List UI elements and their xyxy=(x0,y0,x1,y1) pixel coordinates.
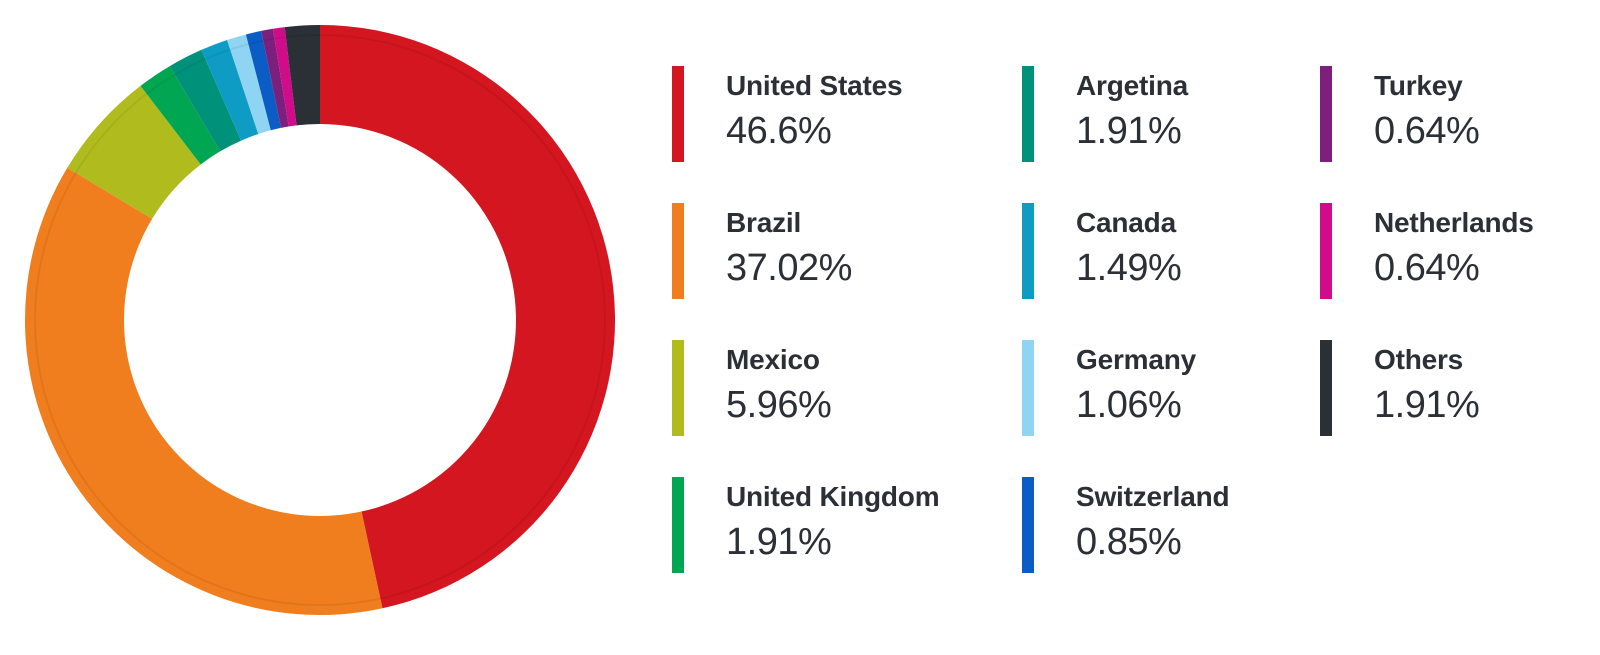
legend-label: Germany xyxy=(1076,344,1196,375)
donut-slice-others xyxy=(284,25,320,126)
legend-label: Switzerland xyxy=(1076,481,1230,512)
legend-swatch xyxy=(1320,66,1332,162)
legend-value: 5.96% xyxy=(726,384,832,426)
donut-slice-netherlands xyxy=(272,27,297,127)
donut-slice-united-kingdom xyxy=(140,66,221,165)
donut-slice-turkey xyxy=(261,28,289,128)
legend-item-mexico: Mexico 5.96% xyxy=(672,340,992,436)
legend-item-brazil: Brazil 37.02% xyxy=(672,203,992,299)
donut-slice-united-states xyxy=(320,25,615,609)
legend-label: Brazil xyxy=(726,207,802,238)
donut-slice-germany xyxy=(227,34,271,134)
legend-item-turkey: Turkey 0.64% xyxy=(1320,66,1600,162)
legend-value: 1.49% xyxy=(1076,247,1182,289)
donut-slice-brazil xyxy=(25,167,383,615)
legend-item-united-states: United States 46.6% xyxy=(672,66,992,162)
legend-value: 1.06% xyxy=(1076,384,1182,426)
legend-item-others: Others 1.91% xyxy=(1320,340,1600,436)
legend-swatch xyxy=(672,66,684,162)
donut-rim-highlight xyxy=(34,34,606,606)
legend-label: Mexico xyxy=(726,344,820,375)
legend-label: Argetina xyxy=(1076,70,1188,101)
legend-value: 1.91% xyxy=(726,521,832,563)
legend-swatch xyxy=(1022,477,1034,573)
legend-swatch xyxy=(672,340,684,436)
legend-label: Netherlands xyxy=(1374,207,1534,238)
legend-label: Others xyxy=(1374,344,1464,375)
legend-label: Turkey xyxy=(1374,70,1463,101)
legend-swatch xyxy=(672,477,684,573)
legend-swatch xyxy=(1320,340,1332,436)
donut-slice-argetina xyxy=(169,49,242,152)
legend-value: 0.64% xyxy=(1374,110,1480,152)
legend-item-netherlands: Netherlands 0.64% xyxy=(1320,203,1600,299)
legend-value: 1.91% xyxy=(1374,384,1480,426)
legend-value: 1.91% xyxy=(1076,110,1182,152)
legend-item-united-kingdom: United Kingdom 1.91% xyxy=(672,477,992,573)
legend-label: Canada xyxy=(1076,207,1176,238)
donut-slice-canada xyxy=(201,40,259,141)
legend-item-germany: Germany 1.06% xyxy=(1022,340,1342,436)
legend-value: 46.6% xyxy=(726,110,832,152)
legend-swatch xyxy=(1022,66,1034,162)
legend-label: United Kingdom xyxy=(726,481,940,512)
legend-item-canada: Canada 1.49% xyxy=(1022,203,1342,299)
legend-item-argetina: Argetina 1.91% xyxy=(1022,66,1342,162)
donut-slice-switzerland xyxy=(245,30,281,131)
donut-chart xyxy=(25,25,615,615)
legend-swatch xyxy=(1022,340,1034,436)
legend-swatch xyxy=(672,203,684,299)
legend-swatch xyxy=(1022,203,1034,299)
legend-value: 0.64% xyxy=(1374,247,1480,289)
legend-label: United States xyxy=(726,70,903,101)
legend-value: 0.85% xyxy=(1076,521,1182,563)
legend-item-switzerland: Switzerland 0.85% xyxy=(1022,477,1342,573)
legend-swatch xyxy=(1320,203,1332,299)
donut-slice-mexico xyxy=(67,85,201,219)
legend-value: 37.02% xyxy=(726,247,852,289)
